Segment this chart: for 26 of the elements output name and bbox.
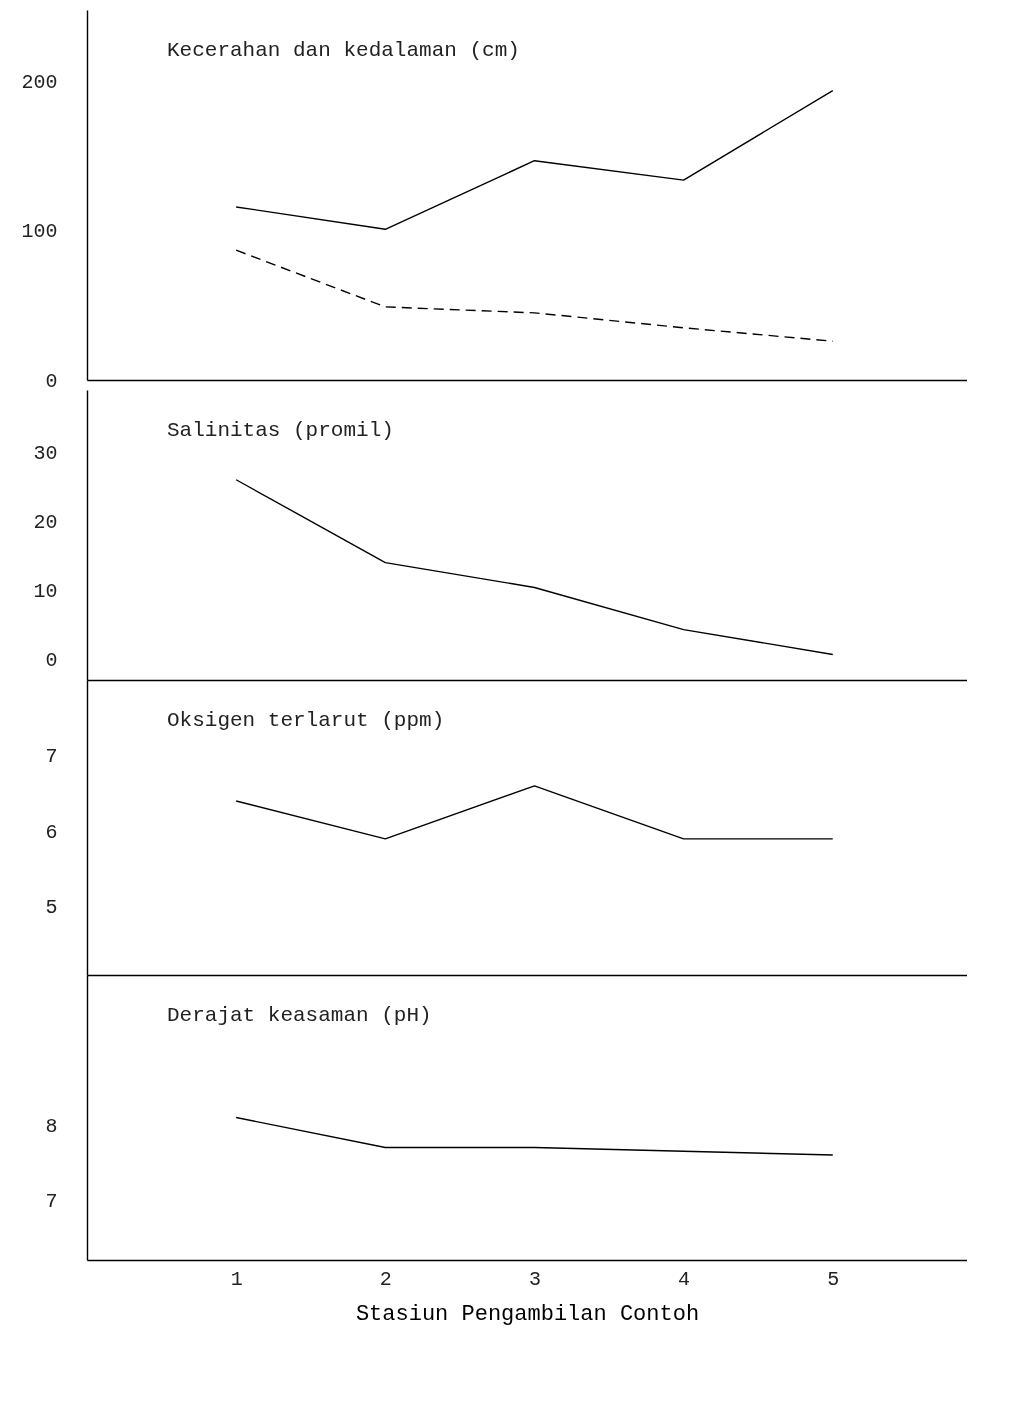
- x-tick-label: 4: [678, 1267, 691, 1291]
- x-tick-label: 2: [379, 1267, 392, 1291]
- y-tick-label: 5: [45, 896, 58, 920]
- y-tick-label: 10: [33, 579, 58, 603]
- line-series: [235, 89, 834, 231]
- y-tick-label: 200: [21, 71, 58, 95]
- y-tick-label: 8: [45, 1114, 58, 1138]
- y-tick-label: 0: [45, 648, 58, 672]
- y-tick-label: 6: [45, 820, 58, 844]
- x-tick-label: 5: [827, 1267, 840, 1291]
- y-tick-label: 7: [45, 745, 58, 769]
- y-tick-label: 7: [45, 1189, 58, 1213]
- text: Oksigen terlarut (ppm): [167, 709, 445, 732]
- line-series: [235, 479, 834, 656]
- text: Derajat keasaman (pH): [167, 1004, 432, 1027]
- y-tick-label: 100: [21, 220, 58, 244]
- y-tick-label: 30: [33, 441, 58, 465]
- x-tick-label: 1: [230, 1267, 243, 1291]
- text: Salinitas (promil): [167, 419, 394, 442]
- text: Kecerahan dan kedalaman (cm): [167, 39, 520, 62]
- line-series: [235, 1116, 834, 1156]
- y-tick-label: 20: [33, 510, 58, 534]
- x-tick-label: 3: [528, 1267, 541, 1291]
- y-tick-label: 0: [45, 369, 58, 393]
- x-axis-title: Stasiun Pengambilan Contoh: [355, 1301, 700, 1327]
- line-series: [235, 249, 834, 342]
